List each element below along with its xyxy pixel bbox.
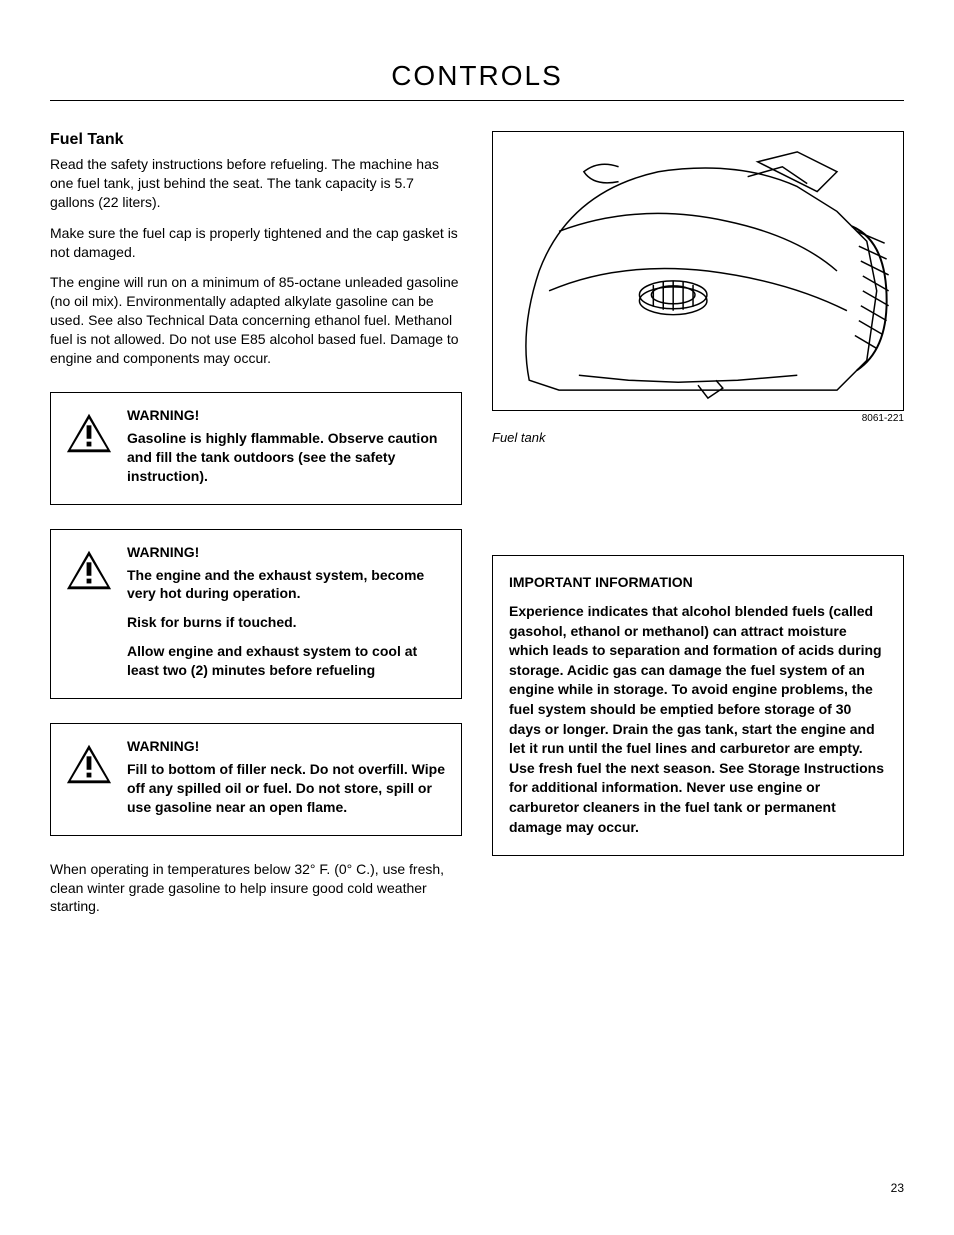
intro-para-1: Read the safety instructions before refu… [50, 155, 462, 212]
page-number: 23 [891, 1181, 904, 1195]
warning-box-2: WARNING! The engine and the exhaust syst… [50, 529, 462, 699]
page-title: CONTROLS [50, 60, 904, 101]
warning-text-1-1: Gasoline is highly flammable. Observe ca… [127, 429, 447, 486]
warning-icon [65, 544, 113, 680]
fuel-tank-heading: Fuel Tank [50, 131, 462, 149]
warning-text-2-2: Risk for burns if touched. [127, 613, 447, 632]
warning-content-3: WARNING! Fill to bottom of filler neck. … [127, 738, 447, 817]
warning-content-2: WARNING! The engine and the exhaust syst… [127, 544, 447, 680]
figure-caption: Fuel tank [492, 430, 904, 445]
intro-para-2: Make sure the fuel cap is properly tight… [50, 224, 462, 262]
warning-text-2-3: Allow engine and exhaust system to cool … [127, 642, 447, 680]
warning-icon [65, 407, 113, 486]
important-info-title: IMPORTANT INFORMATION [509, 574, 887, 590]
warning-text-2-1: The engine and the exhaust system, becom… [127, 566, 447, 604]
fuel-tank-illustration [493, 132, 903, 410]
figure-reference: 8061-221 [492, 413, 904, 424]
fuel-tank-figure [492, 131, 904, 411]
warning-title-1: WARNING! [127, 407, 447, 423]
cold-weather-note: When operating in temperatures below 32°… [50, 860, 462, 917]
warning-box-3: WARNING! Fill to bottom of filler neck. … [50, 723, 462, 836]
warning-text-3-1: Fill to bottom of filler neck. Do not ov… [127, 760, 447, 817]
important-info-text: Experience indicates that alcohol blende… [509, 602, 887, 837]
warning-title-2: WARNING! [127, 544, 447, 560]
left-column: Fuel Tank Read the safety instructions b… [50, 131, 462, 928]
right-column: 8061-221 Fuel tank IMPORTANT INFORMATION… [492, 131, 904, 928]
warning-icon [65, 738, 113, 817]
intro-para-3: The engine will run on a minimum of 85-o… [50, 273, 462, 367]
warning-box-1: WARNING! Gasoline is highly flammable. O… [50, 392, 462, 505]
two-column-layout: Fuel Tank Read the safety instructions b… [50, 131, 904, 928]
important-information-box: IMPORTANT INFORMATION Experience indicat… [492, 555, 904, 856]
warning-title-3: WARNING! [127, 738, 447, 754]
warning-content-1: WARNING! Gasoline is highly flammable. O… [127, 407, 447, 486]
